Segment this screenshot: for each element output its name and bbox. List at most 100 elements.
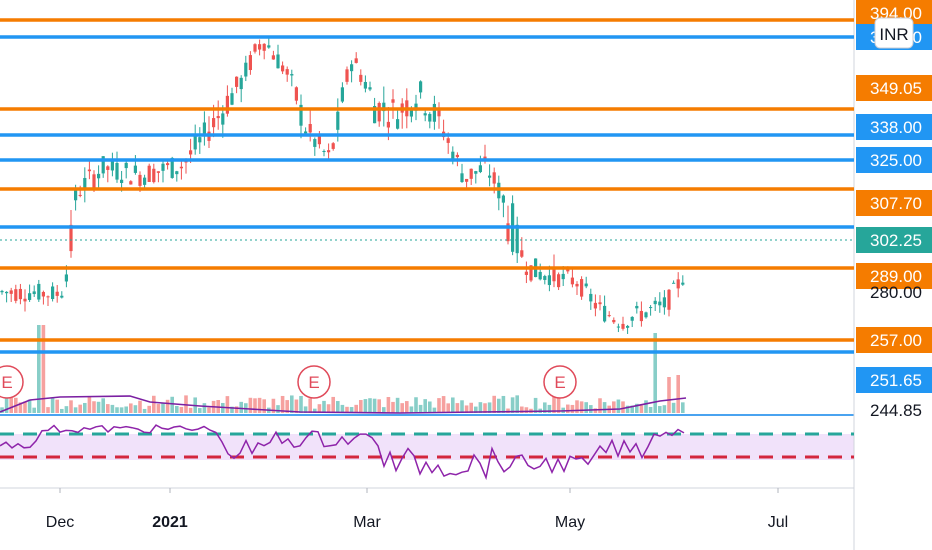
volume-bar [625,405,630,413]
volume-bar [598,398,602,413]
volume-ma-line [0,395,687,414]
candle [386,121,390,128]
volume-bar [644,400,648,413]
candle [580,279,584,297]
volume-bar [27,399,32,413]
volume-bar [257,397,262,413]
candle [179,166,183,169]
currency-badge-label: INR [879,25,908,44]
volume-bar [533,397,538,413]
candle [428,113,432,122]
candle [69,224,73,252]
volume-bar [469,402,473,413]
volume-bar [147,405,151,413]
candle [161,163,165,171]
candle [575,283,579,287]
candle [156,171,160,173]
candle [74,190,78,201]
volume-bar [368,398,372,413]
earnings-marker[interactable]: E [0,365,24,399]
volume-bar [345,406,349,413]
price-tag-349-05: 349.05 [856,75,932,101]
volume-bar [290,395,294,413]
volume-bar [50,397,55,413]
volume-bar [354,404,358,413]
candle [501,195,505,203]
time-tick-label: 2021 [152,514,188,531]
volume-bar [423,399,427,413]
volume-bar [616,399,621,413]
volume-bar [382,407,386,413]
candle [189,150,193,155]
candle [469,168,473,179]
volume-bar [101,398,105,413]
candle [662,297,666,308]
candle [621,323,625,329]
candle [672,282,676,284]
volume-bar [110,404,115,413]
volume-bar [96,401,101,413]
candle [271,55,275,60]
candle [359,74,363,82]
volume-bar [437,398,441,413]
volume-bar [152,395,156,413]
earnings-marker[interactable]: E [297,365,331,399]
volume-bar [681,402,685,413]
price-tag-289-00: 289.00 [856,263,932,289]
price-tick-label: 280.00 [870,283,922,302]
volume-bar [156,404,161,413]
candle [78,194,82,196]
candle [681,282,685,285]
volume-bar [579,401,584,413]
candle [377,103,381,122]
candle [313,139,317,147]
volume-bar [55,399,59,413]
candle [248,55,252,71]
candle [630,316,634,321]
candle [14,289,18,301]
candle [170,157,174,178]
volume-bar [441,396,446,413]
candle [308,124,312,133]
candle [55,291,59,296]
candle [294,87,298,101]
candle [350,64,354,72]
candle [603,305,607,322]
volume-bar [202,403,207,413]
candle [520,250,524,257]
price-tag-251-65: 251.65 [856,367,932,393]
candle [166,163,170,166]
candle [635,305,639,309]
candle [598,302,602,305]
volume-bar [676,375,680,413]
volume-bar [207,407,211,413]
candle [667,289,671,310]
candle [97,173,101,179]
volume-bar [363,399,368,413]
volume-bar [73,407,78,413]
volume-bar [377,399,381,413]
currency-badge[interactable]: INR [874,17,914,49]
candle [382,102,386,112]
candle [124,162,128,169]
price-pane [0,0,854,415]
candle [28,293,32,300]
candle [129,181,133,185]
candle [101,156,105,174]
volume-bar [78,404,82,413]
volume-bar [667,377,671,413]
earnings-marker[interactable]: E [543,365,577,399]
volume-bar [124,406,128,413]
svg-text:307.70: 307.70 [870,194,922,213]
candle [133,165,137,173]
candle [143,177,147,185]
volume-bar [138,400,142,413]
volume-bar [165,399,170,413]
price-tag-302-25: 302.25 [856,227,932,253]
volume-bar [446,403,450,413]
candle [331,143,335,149]
volume-bar [179,406,184,413]
volume-bar [317,404,322,413]
candle [658,301,662,306]
